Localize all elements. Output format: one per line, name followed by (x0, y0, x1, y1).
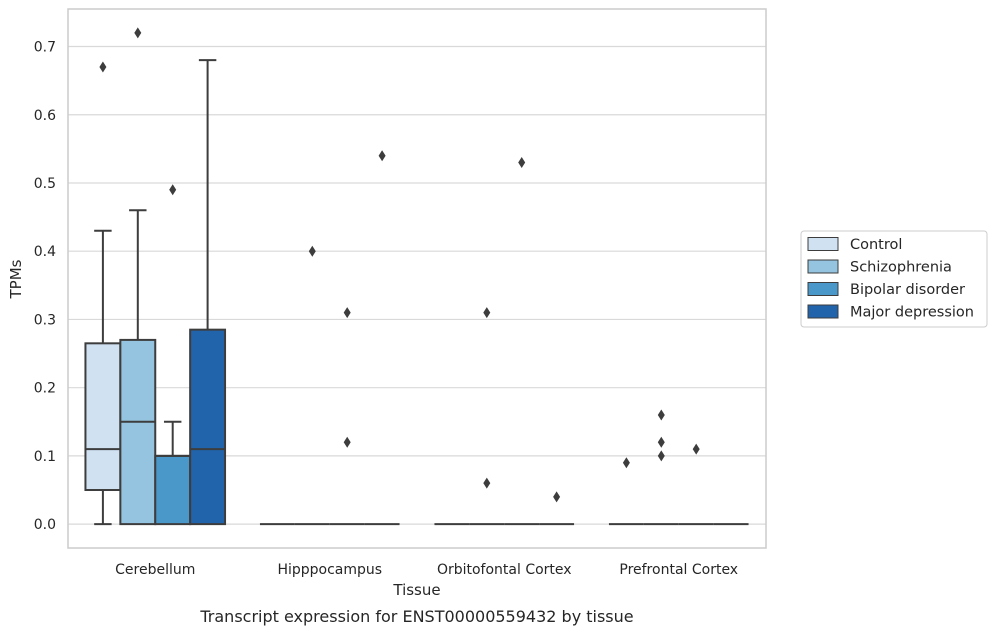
box-bipolar-disorder (678, 443, 714, 526)
legend-label: Bipolar disorder (850, 282, 965, 298)
box-schizophrenia (469, 307, 505, 526)
legend-swatch (807, 259, 839, 274)
y-axis-title: TPMs (7, 259, 25, 299)
box-major-depression (364, 150, 400, 526)
box-major-depression (189, 59, 227, 526)
outlier-point (169, 184, 177, 196)
outlier-point (134, 27, 142, 39)
x-tick-label: Prefrontal Cortex (619, 562, 738, 578)
box-schizophrenia (294, 245, 330, 526)
box-schizophrenia (643, 409, 679, 526)
x-tick-label: Hipppocampus (277, 562, 382, 578)
legend-frame (800, 230, 988, 328)
x-tick-label: Cerebellum (115, 562, 195, 578)
outlier-point (657, 409, 665, 421)
outlier-point (99, 61, 107, 73)
outlier-point (553, 491, 561, 503)
box-major-depression (539, 491, 575, 526)
legend-label: Control (850, 237, 902, 253)
outlier-point (378, 150, 386, 162)
x-axis-title: Tissue (392, 581, 440, 599)
outlier-point (692, 443, 700, 455)
box-bipolar-disorder (504, 157, 540, 526)
x-tick-labels: Cerebellum Hipppocampus Orbitofontal Corte… (115, 562, 738, 578)
y-tick-label: 0.7 (34, 40, 56, 56)
outlier-point (657, 436, 665, 448)
box-body (84, 342, 122, 492)
y-tick-label: 0.6 (34, 108, 56, 124)
legend-swatch (807, 304, 839, 319)
box-bipolar-disorder (154, 184, 192, 526)
y-tick-label: 0.4 (34, 244, 56, 260)
box-control (608, 457, 644, 526)
outlier-point (308, 245, 316, 257)
box-plots (84, 27, 749, 526)
outlier-point (622, 457, 630, 469)
box-body (119, 338, 157, 526)
chart-caption: Transcript expression for ENST0000055943… (199, 607, 633, 626)
box-control (84, 61, 122, 526)
outlier-point (518, 157, 526, 169)
y-tick-label: 0.5 (34, 176, 56, 192)
y-tick-labels: 0.0 0.1 0.2 0.3 0.4 0.5 0.6 0.7 (34, 40, 56, 534)
y-tick-label: 0.1 (34, 449, 56, 465)
x-tick-label: Orbitofontal Cortex (437, 562, 572, 578)
outlier-point (343, 307, 351, 319)
y-tick-label: 0.2 (34, 381, 56, 397)
outlier-point (483, 477, 491, 489)
box-bipolar-disorder (329, 307, 365, 526)
legend-label: Schizophrenia (850, 260, 952, 276)
y-tick-label: 0.0 (34, 517, 56, 533)
legend-swatch (807, 282, 839, 296)
y-tick-label: 0.3 (34, 312, 56, 328)
box-body (189, 328, 227, 526)
legend-label: Major depression (850, 305, 974, 321)
box-schizophrenia (119, 27, 157, 526)
box-body (154, 454, 192, 526)
outlier-point (657, 450, 665, 462)
outlier-point (343, 436, 351, 448)
legend: Control Schizophrenia Bipolar disorder Majo… (800, 230, 988, 328)
legend-swatch (807, 237, 839, 251)
plot-frame (67, 8, 767, 549)
outlier-point (483, 307, 491, 319)
